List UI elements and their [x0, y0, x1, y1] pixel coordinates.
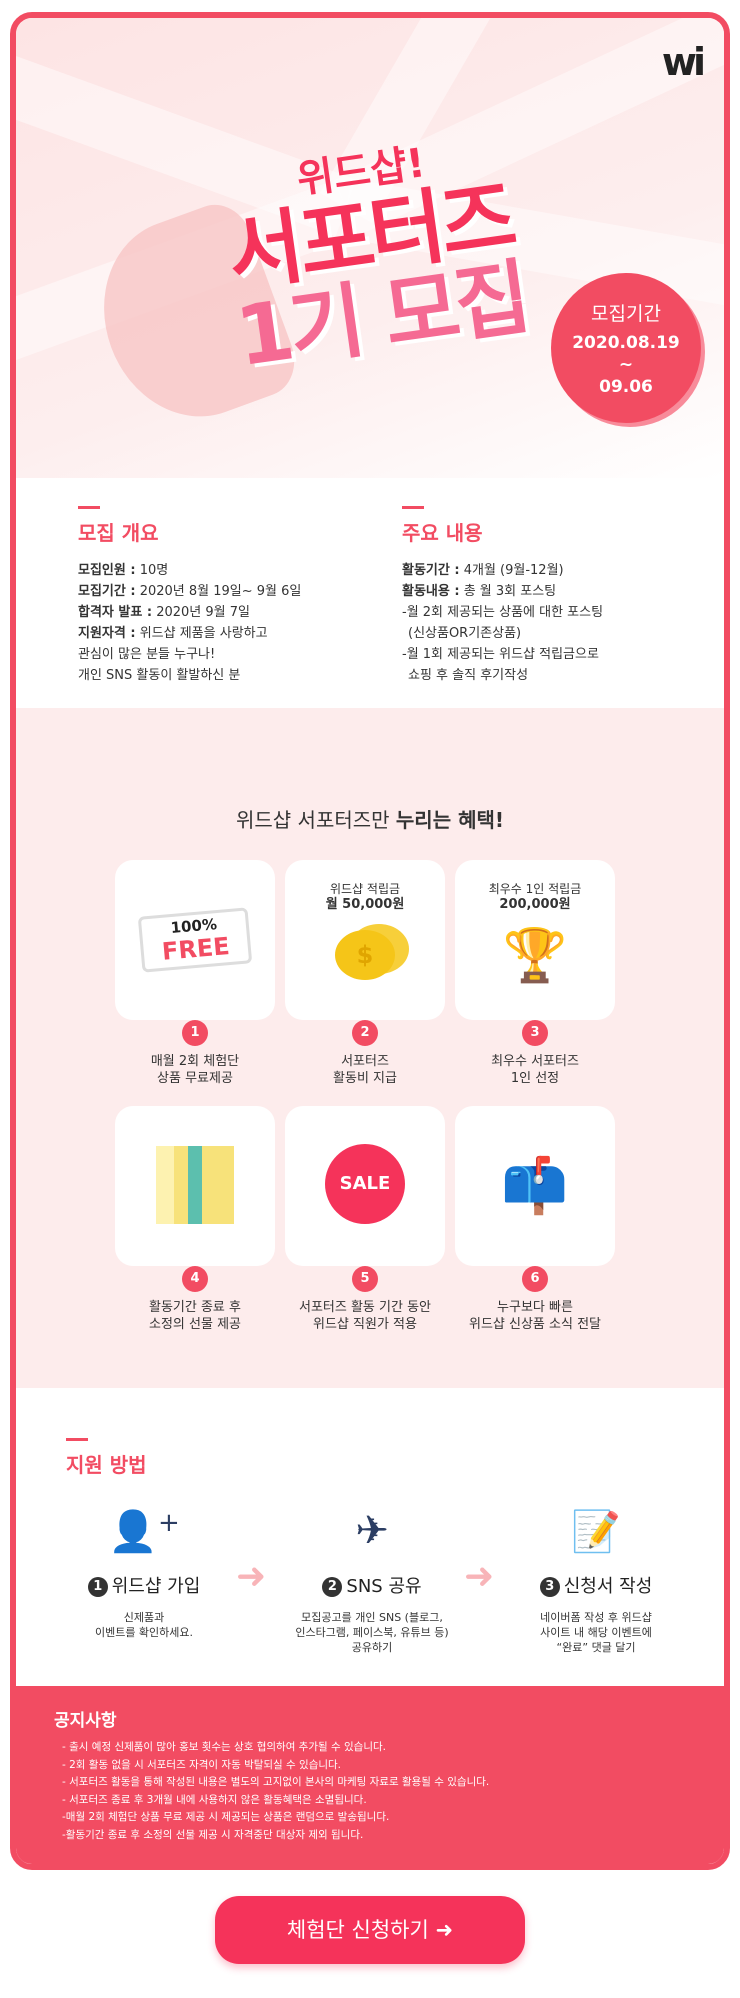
- benefit-number: 2: [352, 1020, 378, 1046]
- benefits-section: 위드샵 서포터즈만 누리는 혜택! 100% FREE 위드샵 적립금 월 50,…: [16, 708, 724, 1388]
- benefit-card-news: 📫: [455, 1106, 615, 1266]
- benefit-number: 5: [352, 1266, 378, 1292]
- brand-logo[interactable]: wi: [661, 40, 706, 84]
- main-title: 주요 내용: [402, 521, 483, 545]
- user-plus-icon: 👤+: [108, 1508, 180, 1555]
- notice-title: 공지사항: [54, 1711, 117, 1731]
- notice-item: - 2회 활동 없을 시 서포터즈 자격이 자동 박탈되실 수 있습니다.: [62, 1758, 342, 1771]
- hero-banner: wi 위드샵! 서포터즈 1기 모집 모집기간 2020.08.19 ~ 09.…: [16, 18, 724, 478]
- benefit-label: 서포터즈 활동 기간 동안 위드샵 직원가 적용: [299, 1300, 431, 1332]
- notice-section: 공지사항 - 출시 예정 신제품이 많아 홍보 횟수는 상호 협의하여 추가될 …: [16, 1686, 724, 1864]
- benefit-number: 1: [182, 1020, 208, 1046]
- benefit-card-best: 최우수 1인 적립금 200,000원 🏆: [455, 860, 615, 1020]
- gift-icon: [156, 1146, 234, 1224]
- benefit-label: 활동기간 종료 후 소정의 선물 제공: [149, 1300, 241, 1332]
- trophy-icon: 🏆: [502, 926, 568, 986]
- arrow-right-icon: ➜: [236, 1556, 267, 1597]
- benefit-label: 매월 2회 체험단 상품 무료제공: [150, 1054, 240, 1086]
- coins-icon: $: [335, 930, 395, 980]
- overview-title: 모집 개요: [78, 521, 159, 545]
- overview-line: 개인 SNS 활동이 활발하신 분: [78, 668, 241, 683]
- benefit-card-free: 100% FREE: [115, 860, 275, 1020]
- notice-item: - 출시 예정 신제품이 많아 홍보 횟수는 상호 협의하여 추가될 수 있습니…: [62, 1741, 386, 1753]
- notice-item: - 서포터즈 종료 후 3개월 내에 사용하지 않은 활동혜택은 소멸됩니다.: [62, 1793, 367, 1806]
- apply-step: 📝 3 신청서 작성 네이버폼 작성 후 위드샵 사이트 내 해당 이벤트에 “완료”…: [496, 1508, 696, 1655]
- overview-item: 지원자격 : 위드샵 제품을 사랑하고: [78, 626, 268, 641]
- main-line: 쇼핑 후 솔직 후기작성: [408, 668, 529, 683]
- apply-step: 👤+ 1 위드샵 가입 신제품과 이벤트를 확인하세요.: [44, 1508, 244, 1640]
- benefits-title: 위드샵 서포터즈만 누리는 혜택!: [235, 808, 504, 832]
- notice-item: -활동기간 종료 후 소정의 선물 제공 시 자격중단 대상자 제외 됩니다.: [62, 1828, 364, 1841]
- free-badge-icon: 100% FREE: [137, 907, 253, 973]
- event-frame: wi 위드샵! 서포터즈 1기 모집 모집기간 2020.08.19 ~ 09.…: [10, 12, 730, 1870]
- benefit-label: 서포터즈 활동비 지급: [333, 1054, 397, 1086]
- period-badge: 모집기간 2020.08.19 ~ 09.06: [551, 273, 701, 423]
- document-pen-icon: 📝: [571, 1509, 621, 1555]
- apply-header: 지원 방법: [66, 1438, 366, 1492]
- overview-line: 관심이 많은 분들 누구나!: [78, 647, 216, 662]
- benefit-number: 3: [522, 1020, 548, 1046]
- main-line: (신상품OR기존상품): [408, 626, 522, 641]
- overview-item: 합격자 발표 : 2020년 9월 7일: [78, 605, 250, 620]
- benefit-number: 4: [182, 1266, 208, 1292]
- sale-icon: SALE: [325, 1144, 405, 1224]
- notice-item: - 서포터즈 활동을 통해 작성된 내용은 별도의 고지없이 본사의 마케팅 자…: [62, 1776, 490, 1788]
- apply-title: 지원 방법: [66, 1453, 147, 1477]
- apply-section: 지원 방법 👤+ 1 위드샵 가입 신제품과 이벤트를 확인하세요. ➜ ✈ 2 SN…: [16, 1388, 724, 1688]
- hero-title: 위드샵! 서포터즈 1기 모집: [212, 119, 533, 385]
- mailbox-icon: 📫: [501, 1154, 569, 1217]
- period-end: 09.06: [599, 377, 653, 397]
- main-line: -월 1회 제공되는 위드샵 적립금으로: [402, 647, 599, 662]
- apply-button[interactable]: 체험단 신청하기 ➜: [215, 1896, 525, 1964]
- main-line: -월 2회 제공되는 상품에 대한 포스팅: [402, 605, 604, 620]
- benefit-card-sale: SALE: [285, 1106, 445, 1266]
- paper-plane-icon: ✈: [355, 1508, 389, 1554]
- main-item: 활동내용 : 총 월 3회 포스팅: [402, 584, 557, 599]
- main-content-column: 주요 내용 활동기간 : 4개월 (9월-12월) 활동내용 : 총 월 3회 …: [402, 506, 702, 686]
- benefit-card-gift: [115, 1106, 275, 1266]
- info-section: 모집 개요 모집인원 : 10명 모집기간 : 2020년 8월 19일~ 9월…: [16, 488, 724, 708]
- overview-item: 모집인원 : 10명: [78, 563, 169, 578]
- period-sep: ~: [618, 355, 634, 375]
- overview-column: 모집 개요 모집인원 : 10명 모집기간 : 2020년 8월 19일~ 9월…: [78, 506, 378, 686]
- benefit-label: 누구보다 빠른 위드샵 신상품 소식 전달: [469, 1300, 601, 1332]
- period-start: 2020.08.19: [572, 333, 680, 353]
- arrow-right-icon: ➜: [464, 1556, 495, 1597]
- overview-item: 모집기간 : 2020년 8월 19일~ 9월 6일: [78, 584, 302, 599]
- period-label: 모집기간: [591, 303, 661, 325]
- benefit-label: 최우수 서포터즈 1인 선정: [491, 1054, 579, 1086]
- benefit-card-points: 위드샵 적립금 월 50,000원 $: [285, 860, 445, 1020]
- notice-item: -매월 2회 체험단 상품 무료 제공 시 제공되는 상품은 랜덤으로 발송됩니…: [62, 1811, 390, 1823]
- main-item: 활동기간 : 4개월 (9월-12월): [402, 563, 564, 578]
- apply-step: ✈ 2 SNS 공유 모집공고를 개인 SNS (블로그, 인스타그램, 페이스북,…: [272, 1508, 472, 1655]
- benefit-number: 6: [522, 1266, 548, 1292]
